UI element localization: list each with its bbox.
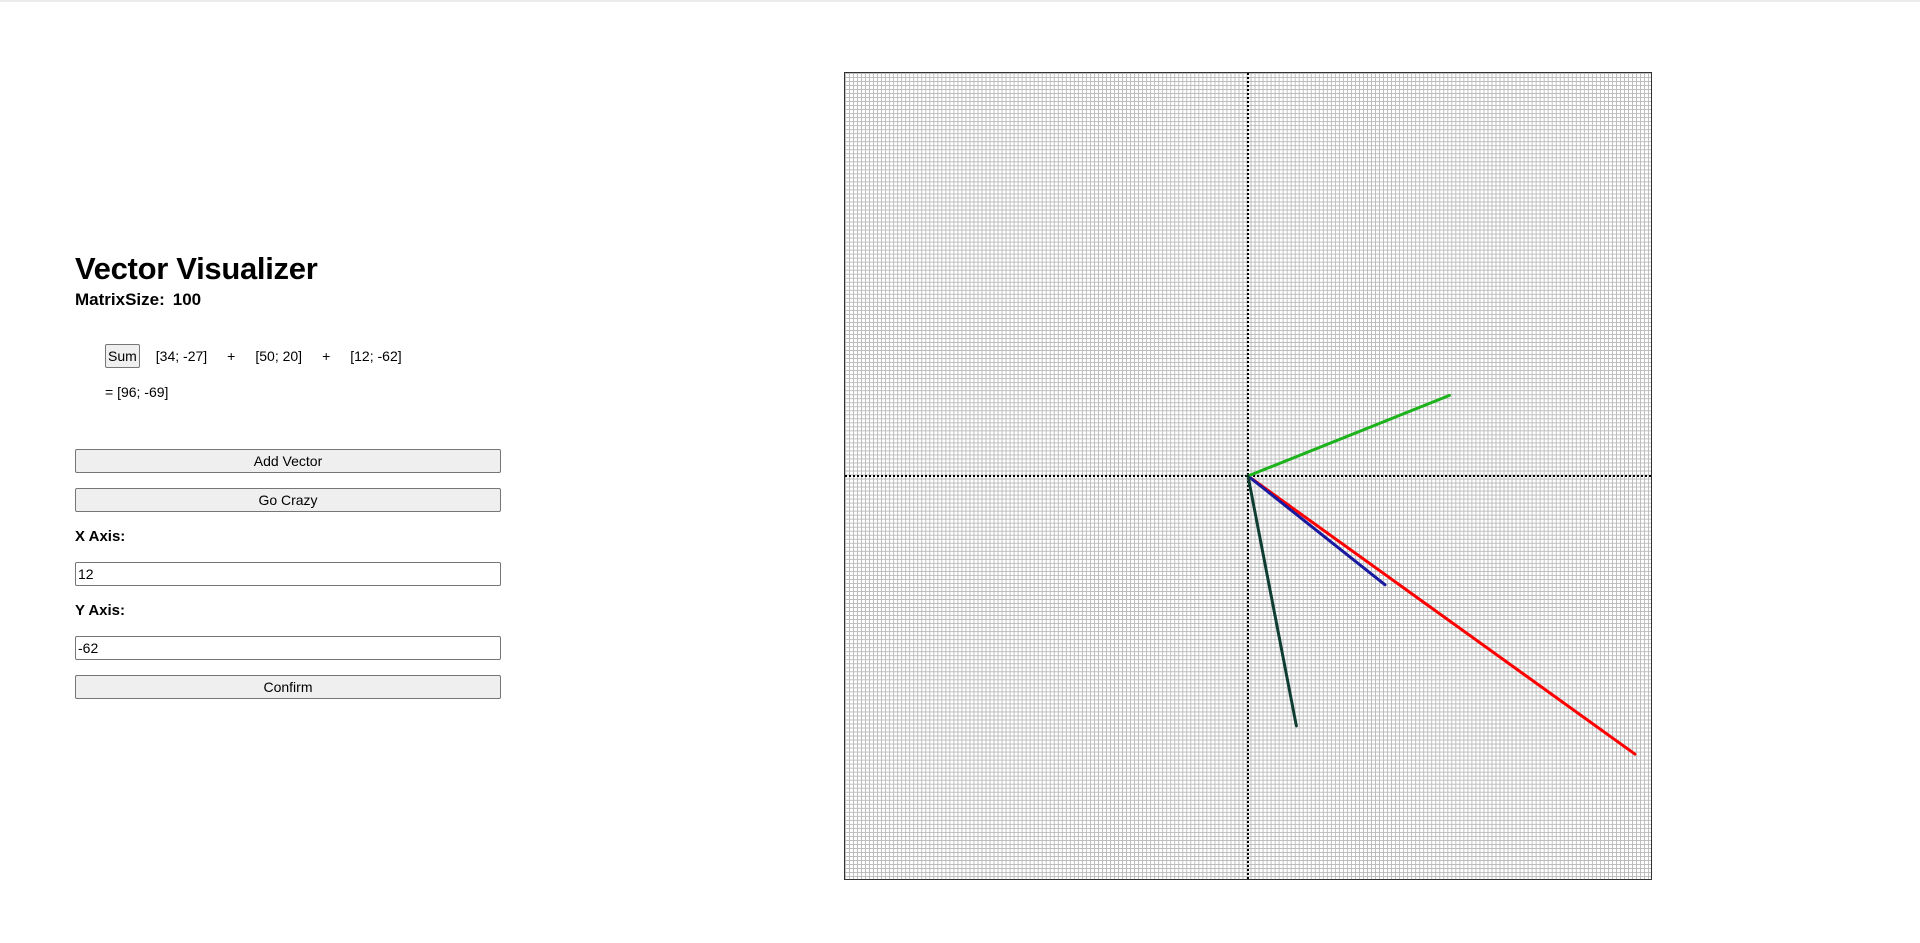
y-axis-input[interactable] bbox=[75, 636, 501, 660]
plus-sign: + bbox=[322, 348, 331, 364]
vector-term: [12; -62] bbox=[350, 348, 402, 364]
matrix-size-info: MatrixSize: 100 bbox=[75, 289, 501, 311]
page-title: Vector Visualizer bbox=[75, 251, 318, 286]
top-border bbox=[0, 0, 1920, 2]
y-axis-label: Y Axis: bbox=[75, 602, 126, 619]
sum-result-vector bbox=[1246, 474, 1637, 756]
plus-sign: + bbox=[227, 348, 236, 364]
vector-term: [34; -27] bbox=[155, 348, 208, 364]
go-crazy-button[interactable]: Go Crazy bbox=[75, 488, 501, 512]
vector-line bbox=[1246, 474, 1298, 728]
control-panel: Vector Visualizer MatrixSize: 100 Sum [34… bbox=[75, 250, 501, 699]
confirm-button[interactable]: Confirm bbox=[75, 675, 501, 699]
x-axis-input[interactable] bbox=[75, 562, 501, 586]
add-vector-button[interactable]: Add Vector bbox=[75, 449, 501, 473]
sum-result: = [96; -69] bbox=[105, 384, 169, 400]
sum-expression: Sum [34; -27] + [50; 20] + [12; -62] bbox=[105, 344, 402, 368]
vector-canvas[interactable] bbox=[844, 72, 1652, 880]
sum-button[interactable]: Sum bbox=[105, 344, 140, 368]
vector-line bbox=[1246, 474, 1387, 587]
matrix-size-value: 100 bbox=[172, 290, 202, 309]
vector-line bbox=[1246, 393, 1451, 478]
matrix-size-label: MatrixSize: bbox=[75, 290, 165, 309]
x-axis-label: X Axis: bbox=[75, 528, 126, 545]
vector-term: [50; 20] bbox=[255, 348, 303, 364]
vector-plot bbox=[845, 73, 1651, 879]
